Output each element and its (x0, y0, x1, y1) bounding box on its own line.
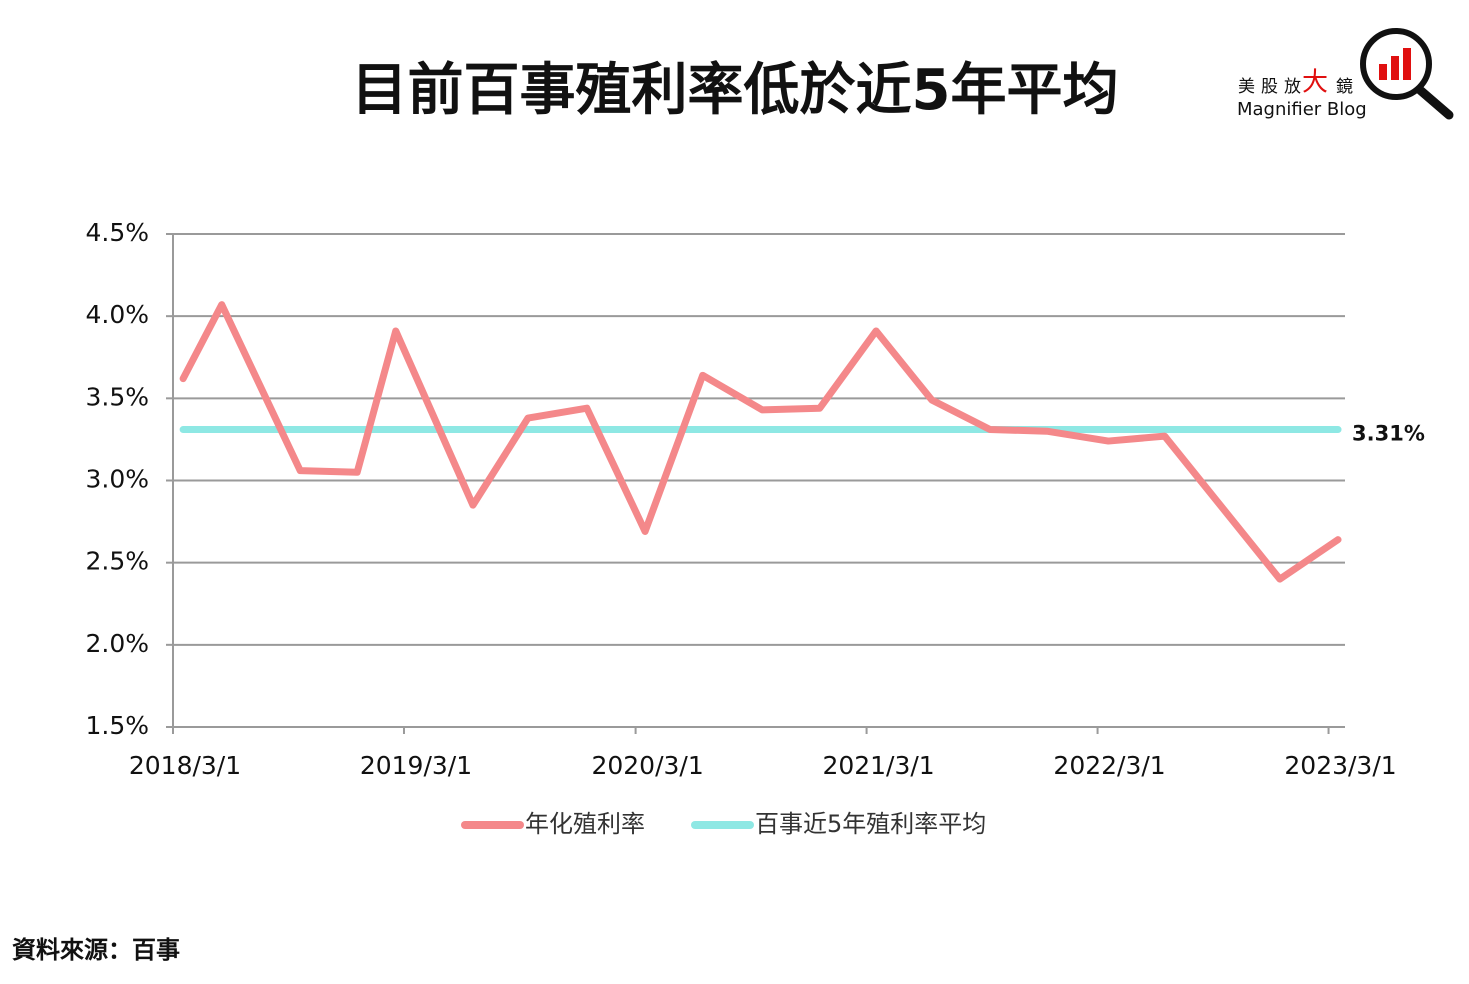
x-tick-label: 2022/3/1 (1053, 751, 1165, 780)
y-tick-label: 3.5% (85, 382, 149, 411)
logo: 美股放 大 鏡 Magnifier Blog (1237, 28, 1454, 120)
x-tick-label: 2020/3/1 (591, 751, 703, 780)
y-tick-label: 4.0% (85, 300, 149, 329)
x-tick-label: 2018/3/1 (129, 751, 241, 780)
chart-title: 目前百事殖利率低於近5年平均 (352, 58, 1119, 123)
logo-icon (1415, 85, 1454, 120)
logo-icon (1360, 28, 1432, 100)
y-tick-label: 1.5% (85, 711, 149, 740)
legend-label: 百事近5年殖利率平均 (755, 810, 986, 838)
y-tick-label: 3.0% (85, 465, 149, 494)
data-label: 3.31% (1352, 422, 1425, 446)
x-tick-label: 2023/3/1 (1284, 751, 1396, 780)
logo-icon (1379, 64, 1387, 80)
y-tick-label: 4.5% (85, 218, 149, 247)
logo-icon (1391, 56, 1399, 80)
source-note: 資料來源：百事 (12, 936, 180, 964)
logo-icon (1403, 48, 1411, 80)
x-tick-label: 2019/3/1 (360, 751, 472, 780)
logo-text: 鏡 (1336, 77, 1353, 97)
y-tick-label: 2.0% (85, 629, 149, 658)
logo-subtext: Magnifier Blog (1237, 99, 1367, 120)
y-tick-label: 2.5% (85, 547, 149, 576)
logo-text: 美股放 (1238, 77, 1307, 97)
logo-text: 大 (1302, 68, 1328, 98)
legend-label: 年化殖利率 (525, 810, 645, 838)
x-tick-label: 2021/3/1 (822, 751, 934, 780)
data-line (179, 301, 1342, 583)
